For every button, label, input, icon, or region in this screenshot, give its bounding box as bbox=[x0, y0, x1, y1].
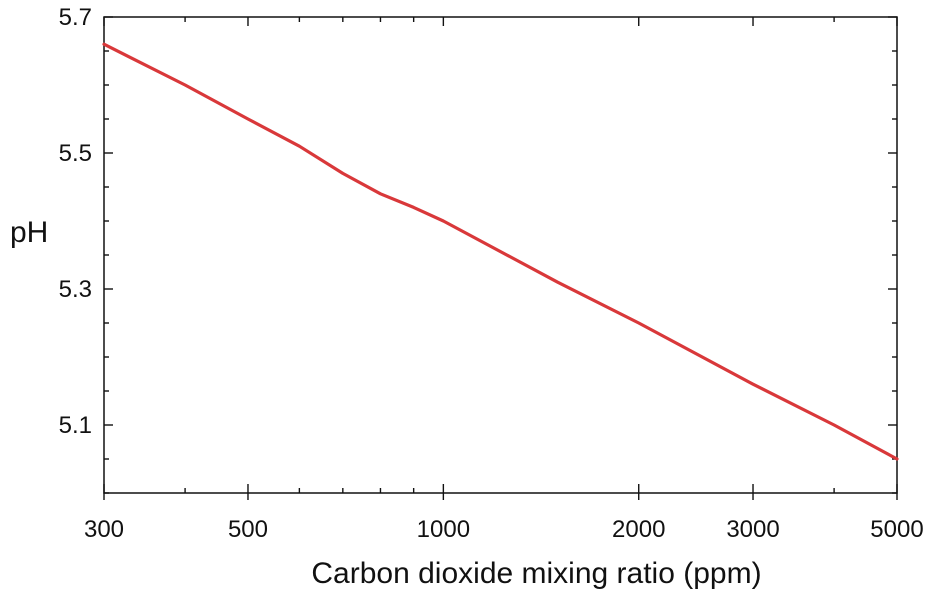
x-tick-labels: 300 500 1000 2000 3000 5000 bbox=[84, 516, 924, 543]
y-tick-label: 5.3 bbox=[59, 276, 92, 303]
series-line bbox=[102, 42, 899, 461]
x-tick-label: 500 bbox=[228, 516, 268, 543]
series-layer bbox=[102, 42, 899, 461]
plot-frame bbox=[103, 16, 898, 494]
x-tick-label: 5000 bbox=[870, 516, 923, 543]
x-axis-label: Carbon dioxide mixing ratio (ppm) bbox=[311, 557, 761, 590]
major-ticks bbox=[103, 16, 898, 500]
y-tick-labels: 5.1 5.3 5.5 5.7 bbox=[59, 4, 92, 439]
x-tick-label: 300 bbox=[84, 516, 124, 543]
x-tick-label: 2000 bbox=[612, 516, 665, 543]
x-tick-label: 3000 bbox=[726, 516, 779, 543]
minor-ticks bbox=[104, 17, 897, 494]
y-axis-label: pH bbox=[10, 216, 48, 249]
y-tick-label: 5.5 bbox=[59, 140, 92, 167]
y-tick-label: 5.1 bbox=[59, 412, 92, 439]
y-tick-label: 5.7 bbox=[59, 4, 92, 31]
x-tick-label: 1000 bbox=[417, 516, 470, 543]
